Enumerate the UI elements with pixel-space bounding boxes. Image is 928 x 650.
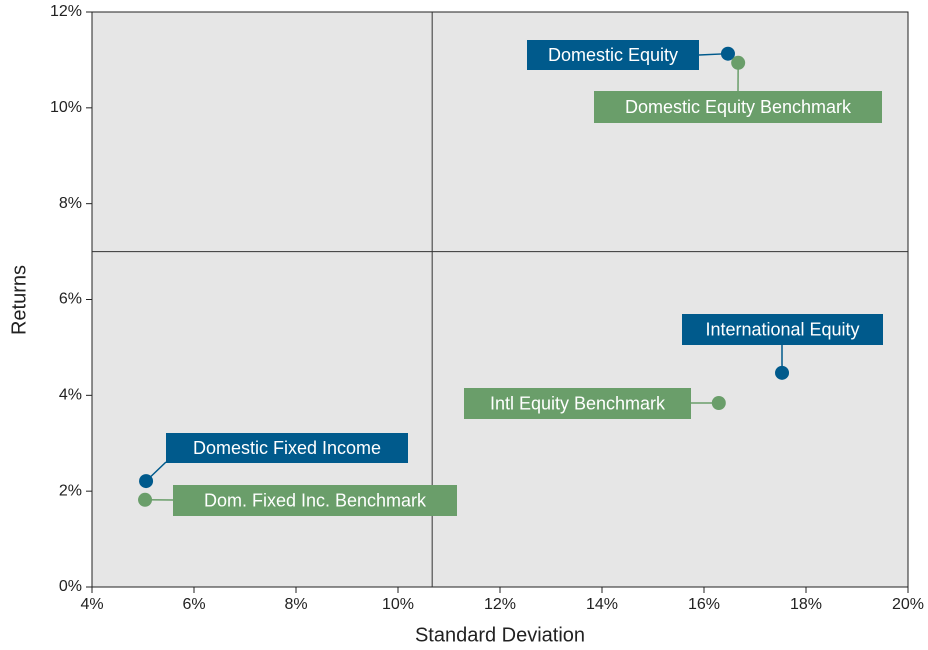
x-tick-label: 6% <box>182 596 205 613</box>
point-label: Intl Equity Benchmark <box>490 393 666 413</box>
y-tick-label: 12% <box>50 3 82 20</box>
x-tick-label: 20% <box>892 596 924 613</box>
x-tick-label: 18% <box>790 596 822 613</box>
y-tick-label: 2% <box>59 482 82 499</box>
label-box <box>682 314 883 345</box>
y-tick-label: 8% <box>59 195 82 212</box>
x-tick-label: 16% <box>688 596 720 613</box>
point-label: Domestic Equity <box>548 45 678 65</box>
x-axis-label: Standard Deviation <box>415 624 585 646</box>
point <box>720 46 735 61</box>
y-tick-label: 0% <box>59 578 82 595</box>
y-tick-label: 6% <box>59 291 82 308</box>
point-label: Dom. Fixed Inc. Benchmark <box>204 490 427 510</box>
point-label: International Equity <box>705 319 859 339</box>
x-tick-label: 14% <box>586 596 618 613</box>
point-label: Domestic Fixed Income <box>193 438 381 458</box>
x-tick-label: 12% <box>484 596 516 613</box>
point <box>139 474 154 489</box>
y-tick-label: 10% <box>50 99 82 116</box>
x-tick-label: 10% <box>382 596 414 613</box>
point <box>138 492 153 507</box>
point <box>711 396 726 410</box>
x-tick-label: 8% <box>284 596 307 613</box>
y-axis-label: Returns <box>8 265 30 335</box>
label-box <box>166 433 408 463</box>
y-tick-label: 4% <box>59 387 82 404</box>
point <box>731 55 746 70</box>
label-box <box>594 91 882 123</box>
point <box>775 365 790 380</box>
label-box <box>527 40 699 70</box>
label-box <box>464 388 691 419</box>
point-label: Domestic Equity Benchmark <box>625 97 852 117</box>
x-tick-label: 4% <box>80 596 103 613</box>
label-box <box>173 485 457 516</box>
